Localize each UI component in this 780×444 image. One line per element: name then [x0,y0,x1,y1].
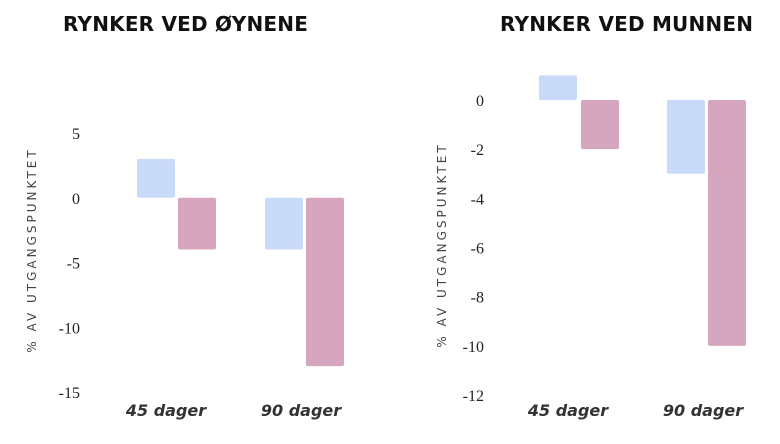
bar [306,197,344,367]
y-tick-label: 5 [72,126,80,143]
bar [265,197,303,250]
bar [539,75,577,100]
y-tick-label: -4 [471,191,484,208]
y-tick-label: -6 [471,241,484,258]
x-category-label: 45 dager [125,401,207,420]
bar [708,100,746,346]
y-axis-label: % AV UTGANGSPUNKTET [435,142,449,347]
chart-title-mouth: RYNKER VED MUNNEN [500,12,754,36]
bar [137,158,175,198]
y-tick-label: -5 [67,256,80,273]
y-tick-label: -12 [463,388,484,405]
y-tick-label: -2 [471,142,484,159]
y-tick-label: -10 [59,320,80,337]
y-axis-label: % AV UTGANGSPUNKTET [25,147,39,352]
y-tick-label: 0 [476,93,484,110]
chart-title-eyes: RYNKER VED ØYNENE [63,12,309,36]
x-category-label: 90 dager [663,401,744,420]
y-tick-label: 0 [72,191,80,208]
x-category-label: 45 dager [527,401,609,420]
bar [667,100,705,174]
y-tick-label: -15 [59,385,80,402]
y-tick-label: -8 [471,290,484,307]
bar [178,197,216,250]
y-tick-label: -10 [463,339,484,356]
bar [581,100,619,150]
x-category-label: 90 dager [261,401,342,420]
